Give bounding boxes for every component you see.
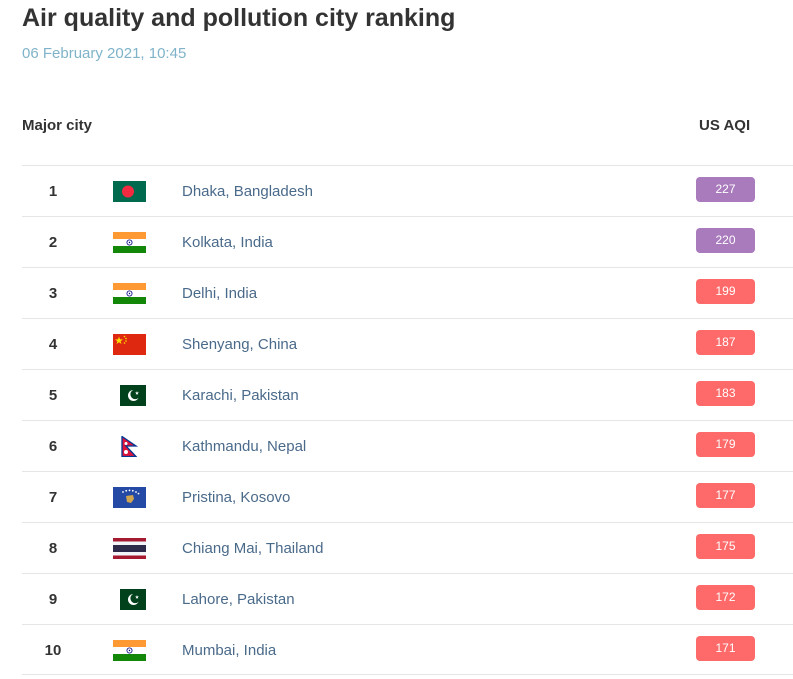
kosovo-flag-icon (113, 487, 146, 508)
timestamp: 06 February 2021, 10:45 (22, 45, 187, 62)
table-row[interactable]: 3 Delhi, India 199 (22, 267, 793, 318)
column-header-aqi: US AQI (699, 117, 751, 134)
aqi-badge: 183 (696, 381, 755, 406)
aqi-badge: 177 (696, 483, 755, 508)
table-row[interactable]: 1 Dhaka, Bangladesh 227 (22, 165, 793, 216)
table-row[interactable]: 10 Mumbai, India 171 (22, 624, 793, 675)
china-flag-icon (113, 334, 146, 355)
city-name[interactable]: Delhi, India (182, 285, 258, 302)
rank: 1 (48, 183, 58, 200)
city-name[interactable]: Shenyang, China (182, 336, 298, 353)
rank: 7 (48, 489, 58, 506)
aqi-badge: 187 (696, 330, 755, 355)
rank: 9 (48, 591, 58, 608)
table-row[interactable]: 6 Kathmandu, Nepal 179 (22, 420, 793, 471)
aqi-badge: 227 (696, 177, 755, 202)
nepal-flag-icon (113, 436, 146, 457)
city-name[interactable]: Chiang Mai, Thailand (182, 540, 324, 557)
rank: 8 (48, 540, 58, 557)
page-title: Air quality and pollution city ranking (22, 4, 456, 32)
aqi-badge: 199 (696, 279, 755, 304)
table-row[interactable]: 5 Karachi, Pakistan 183 (22, 369, 793, 420)
aqi-badge: 171 (696, 636, 755, 661)
city-name[interactable]: Karachi, Pakistan (182, 387, 299, 404)
table-row[interactable]: 8 Chiang Mai, Thailand 175 (22, 522, 793, 573)
table-row[interactable]: 7 Pristina, Kosovo 177 (22, 471, 793, 522)
india-flag-icon (113, 283, 146, 304)
aqi-badge: 175 (696, 534, 755, 559)
rank: 4 (48, 336, 58, 353)
table-row[interactable]: 9 Lahore, Pakistan 172 (22, 573, 793, 624)
rank: 6 (48, 438, 58, 455)
table-row[interactable]: 2 Kolkata, India 220 (22, 216, 793, 267)
aqi-badge: 220 (696, 228, 755, 253)
bangladesh-flag-icon (113, 181, 146, 202)
rank: 2 (48, 234, 58, 251)
aqi-badge: 172 (696, 585, 755, 610)
city-name[interactable]: Kolkata, India (182, 234, 273, 251)
aqi-badge: 179 (696, 432, 755, 457)
thailand-flag-icon (113, 538, 146, 559)
city-name[interactable]: Pristina, Kosovo (182, 489, 291, 506)
ranking-table: 1 Dhaka, Bangladesh 227 2 Kolkata, India… (22, 165, 793, 675)
india-flag-icon (113, 640, 146, 661)
rank: 3 (48, 285, 58, 302)
rank: 10 (44, 642, 62, 659)
city-name[interactable]: Mumbai, India (182, 642, 277, 659)
table-row[interactable]: 4 Shenyang, China 187 (22, 318, 793, 369)
india-flag-icon (113, 232, 146, 253)
pakistan-flag-icon (113, 385, 146, 406)
column-header-city: Major city (22, 117, 93, 134)
city-name[interactable]: Dhaka, Bangladesh (182, 183, 313, 200)
pakistan-flag-icon (113, 589, 146, 610)
city-name[interactable]: Kathmandu, Nepal (182, 438, 307, 455)
rank: 5 (48, 387, 58, 404)
city-name[interactable]: Lahore, Pakistan (182, 591, 295, 608)
